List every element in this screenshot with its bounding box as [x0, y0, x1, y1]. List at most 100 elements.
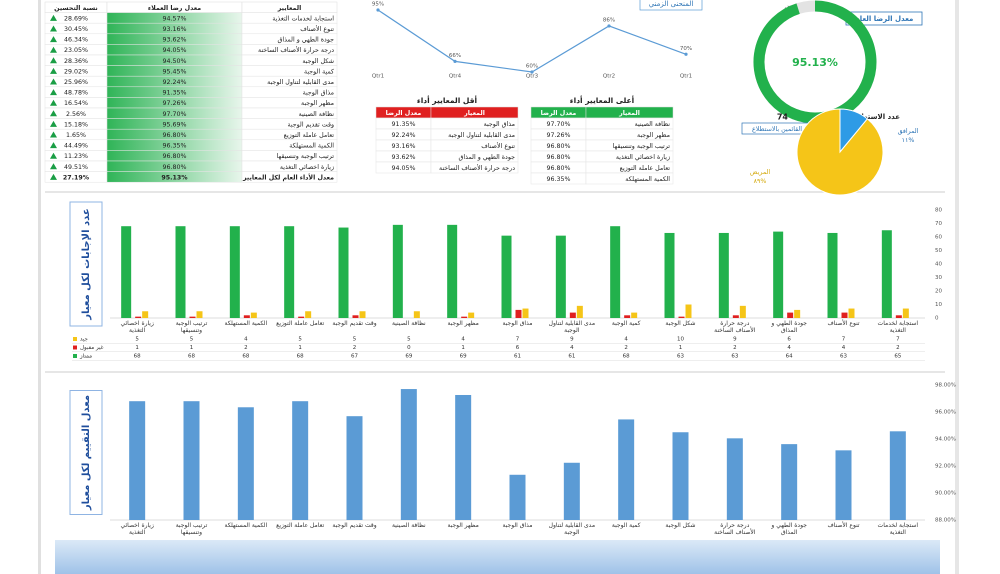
bar	[515, 309, 522, 318]
trend-icon	[50, 173, 57, 180]
table-text: جودة الطهي و المذاق	[458, 154, 515, 161]
bar	[664, 232, 675, 318]
bar	[298, 316, 305, 318]
table-text: تنوع الأصناف	[300, 25, 334, 33]
table-text: مذاق الوجبة	[303, 90, 334, 97]
bar	[685, 304, 692, 318]
table-text: 96.35%	[546, 176, 570, 183]
bar	[827, 232, 838, 318]
trend-icon	[50, 67, 57, 74]
data-table-value: 63	[731, 354, 738, 360]
footer-band	[55, 540, 940, 574]
data-table-value: 2	[353, 345, 357, 351]
table-text: 27.19%	[63, 174, 90, 181]
trend-icon	[50, 78, 57, 85]
bar	[835, 450, 852, 520]
table-text: 28.69%	[64, 15, 88, 22]
table-text: جودة الطهي و المذاق	[277, 37, 334, 44]
table-text: شكل الوجبة	[302, 58, 334, 65]
bar	[455, 394, 472, 520]
bar	[781, 444, 798, 520]
data-table-value: 69	[460, 354, 467, 360]
chart-title-box	[69, 201, 103, 327]
x-tick-label: نظافة الصينية	[391, 522, 426, 529]
bar	[895, 315, 902, 318]
data-table-value: 68	[242, 354, 249, 360]
table-text: 15.18%	[64, 121, 88, 128]
table-text: درجة حرارة الأصناف الساخنة	[258, 46, 334, 54]
x-tick-label: استجابة لخدمات التغذية	[877, 522, 919, 536]
chart-title-box	[639, 0, 703, 11]
trend-icon	[50, 163, 57, 170]
x-tick-label: شكل الوجبة	[665, 522, 696, 529]
data-table-value: 68	[134, 354, 141, 360]
data-table-value: 7	[896, 337, 900, 343]
bar	[142, 311, 149, 318]
pie-value: ٨٩%	[754, 178, 767, 185]
data-table-value: 65	[894, 354, 901, 360]
table-text: 11.23%	[64, 153, 88, 160]
legend-label: جيد	[80, 337, 88, 343]
data-table-value: 1	[135, 345, 139, 351]
bar	[338, 227, 349, 318]
table-text: معدل الأداء العام لكل المعايير	[242, 173, 334, 181]
x-tick-label: الكمية المستهلكة	[224, 522, 268, 529]
bar	[468, 312, 475, 318]
bar	[447, 224, 458, 318]
bar	[392, 224, 403, 318]
bar	[624, 315, 631, 318]
data-table-value: 4	[461, 337, 465, 343]
bar	[284, 226, 295, 318]
table-text: 96.80%	[162, 164, 186, 171]
bar	[461, 316, 468, 318]
chart-title: معدل التقييم لكل معيار	[81, 395, 92, 511]
right-edge	[955, 0, 959, 574]
data-table-value: 9	[570, 337, 574, 343]
table-text: 93.62%	[391, 154, 415, 161]
x-tick-label: درجة حرارة الأصناف الساخنة	[714, 522, 756, 536]
table-text: 92.24%	[162, 79, 186, 86]
trend-icon	[50, 89, 57, 96]
table-text: 25.96%	[64, 79, 88, 86]
bar	[196, 311, 203, 318]
bar	[359, 311, 366, 318]
pie-label: المريض	[750, 169, 771, 176]
line-point	[530, 70, 534, 74]
x-tick-label: تعامل عاملة التوزيع	[276, 522, 325, 529]
data-table-value: 68	[297, 354, 304, 360]
y-tick-label: 90.00%	[935, 491, 956, 497]
table-text: 1.65%	[66, 132, 86, 139]
header-text: معدل رضا العملاء	[148, 5, 201, 12]
table-text: كمية الوجبة	[304, 68, 334, 75]
header-text: المعايير	[277, 5, 302, 12]
legend-label: غير مقبول	[80, 345, 104, 351]
header-text: معدل الرضا	[541, 110, 577, 117]
table-title: أقل المعايير أداء	[417, 95, 477, 105]
trend-icon	[50, 120, 57, 127]
legend-swatch	[73, 354, 77, 358]
trend-icon	[50, 110, 57, 117]
data-label: 70%	[680, 46, 692, 52]
bar	[902, 308, 909, 318]
bar	[718, 232, 729, 318]
bar	[413, 311, 420, 318]
data-table-value: 69	[405, 354, 412, 360]
bar	[555, 235, 566, 318]
y-tick-label: 70	[935, 221, 942, 227]
y-tick-label: 40	[935, 262, 942, 268]
trend-icon	[50, 99, 57, 106]
data-table-value: 63	[840, 354, 847, 360]
table-text: 97.26%	[162, 100, 186, 107]
data-table-value: 1	[461, 345, 465, 351]
data-table-value: 10	[677, 337, 684, 343]
header-text: معدل الرضا	[386, 110, 422, 117]
trend-icon	[50, 152, 57, 159]
data-table-value: 2	[896, 345, 900, 351]
table-text: 91.35%	[162, 90, 186, 97]
y-tick-label: 96.00%	[935, 410, 956, 416]
table-text: 16.54%	[64, 100, 88, 107]
line-point	[684, 52, 688, 56]
x-tick-label: جودة الطهي و المذاق	[771, 320, 807, 334]
data-table-value: 5	[135, 337, 139, 343]
table-text: ترتيب الوجبة وتنسيقها	[277, 153, 335, 160]
